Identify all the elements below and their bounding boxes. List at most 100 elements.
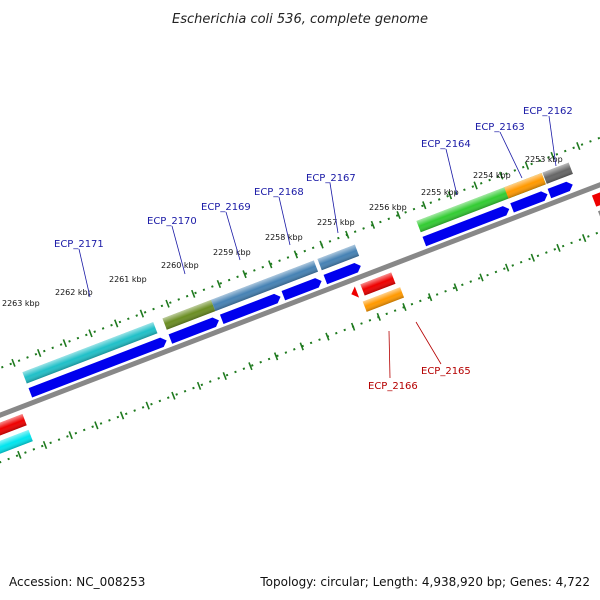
forward-genes: [22, 162, 573, 384]
forward-gene-labels: ECP_2162 ECP_2163 ECP_2164 ECP_2167 ECP_…: [54, 106, 573, 298]
leader-line: [499, 131, 523, 179]
scale-tick: [165, 299, 170, 308]
scale-tick: [17, 450, 22, 459]
scale-tick: [479, 273, 484, 282]
scale-tick: [119, 411, 125, 420]
scale-tick: [402, 303, 407, 312]
gene-label-ecp-2171: ECP_2171: [54, 239, 104, 250]
leader-line: [278, 196, 291, 246]
cds-arrow: [422, 206, 510, 247]
scale-tick: [453, 283, 458, 292]
scale-tick: [504, 263, 510, 272]
scale-tick: [350, 322, 356, 331]
cds-arrow: [219, 293, 281, 325]
scale-tick: [299, 342, 304, 351]
scale-tick: [550, 151, 555, 160]
gene-shade: [22, 322, 158, 384]
genome-track: [0, 107, 600, 493]
cds-arrow: [168, 317, 219, 344]
scale-tick: [273, 352, 279, 361]
cds-arrow: [510, 191, 548, 213]
leader-line: [329, 182, 339, 234]
major-ticks: [11, 142, 587, 459]
cds-arrow: [281, 278, 322, 301]
tick-label: 2261 kbp: [109, 275, 147, 284]
scale-tick: [191, 289, 196, 298]
gene-label-ecp-2167: ECP_2167: [306, 173, 356, 184]
scale-tick: [325, 332, 330, 341]
gene-label-ecp-2168: ECP_2168: [254, 187, 304, 198]
scale-tick: [427, 293, 433, 302]
gene-label-ecp-2164: ECP_2164: [421, 139, 471, 150]
tick-label: 2254 kbp: [473, 171, 511, 180]
scale-tick: [319, 240, 324, 249]
scale-tick: [42, 440, 48, 450]
tick-label: 2259 kbp: [213, 248, 251, 257]
gene-small-red: [351, 286, 360, 298]
scale-tick: [499, 171, 504, 180]
scale-tick: [376, 312, 381, 321]
scale-tick: [370, 220, 376, 229]
scale-tick: [556, 243, 561, 252]
tick-label: 2253 kbp: [525, 155, 563, 164]
cds-arrow: [547, 181, 573, 199]
scale-tick: [94, 421, 99, 430]
scale-tick: [581, 234, 587, 243]
scale-tick: [216, 279, 222, 289]
scale-tick: [171, 391, 176, 400]
gene-shade: [504, 173, 546, 199]
scale-tick: [196, 381, 202, 390]
cds-arrow: [323, 263, 361, 285]
genome-backbone: [0, 147, 600, 453]
scale-tick: [447, 191, 453, 200]
gene-shade: [211, 260, 319, 312]
scale-tick: [36, 348, 42, 358]
scale-tick: [68, 431, 73, 440]
gene-shade: [362, 287, 405, 312]
tick-label: 2263 kbp: [2, 299, 40, 308]
gene-shade: [360, 272, 396, 296]
reverse-gene-labels: ECP_2166 ECP_2165: [368, 321, 471, 392]
scale-tick: [11, 358, 16, 367]
gene-shade: [317, 244, 360, 271]
scale-tick: [524, 161, 530, 170]
leader-line: [78, 248, 91, 298]
scale-tick: [145, 401, 150, 410]
tick-label: 2255 kbp: [421, 188, 459, 197]
scale-tick: [114, 319, 119, 328]
scale-tick-labels: 2253 kbp 2254 kbp 2255 kbp 2256 kbp 2257…: [2, 155, 563, 308]
gene-label-ecp-2163: ECP_2163: [475, 122, 525, 133]
reverse-genes: [0, 181, 600, 456]
tick-label: 2260 kbp: [161, 261, 199, 270]
leader-line: [415, 321, 442, 365]
gene-shade: [0, 429, 33, 456]
tick-label: 2257 kbp: [317, 218, 355, 227]
cds-forward-track: [28, 181, 573, 398]
scale-tick: [530, 253, 536, 262]
scale-tick: [248, 362, 253, 371]
scale-tick: [422, 201, 427, 210]
scale-tick: [345, 230, 350, 239]
gene-shade: [0, 414, 27, 440]
gene-shade: [162, 299, 216, 330]
tick-label: 2256 kbp: [369, 203, 407, 212]
gene-label-ecp-2162: ECP_2162: [523, 106, 573, 117]
scale-tick: [576, 142, 581, 151]
leader-line: [388, 330, 391, 379]
topology-text: Topology: circular; Length: 4,938,920 bp…: [259, 575, 590, 589]
leader-line: [171, 225, 186, 275]
cds-arrow: [28, 337, 167, 398]
leader-line: [225, 211, 241, 261]
accession-text: Accession: NC_008253: [9, 575, 145, 589]
scale-tick: [88, 329, 93, 338]
scale-tick: [396, 211, 401, 220]
gene-shade: [542, 162, 573, 184]
scale-tick: [139, 309, 145, 318]
tick-label: 2258 kbp: [265, 233, 303, 242]
gene-label-ecp-2169: ECP_2169: [201, 202, 251, 213]
gene-label-ecp-2165: ECP_2165: [421, 366, 471, 377]
scale-tick: [242, 270, 247, 279]
scale-tick: [222, 371, 227, 381]
leader-line: [548, 115, 557, 167]
